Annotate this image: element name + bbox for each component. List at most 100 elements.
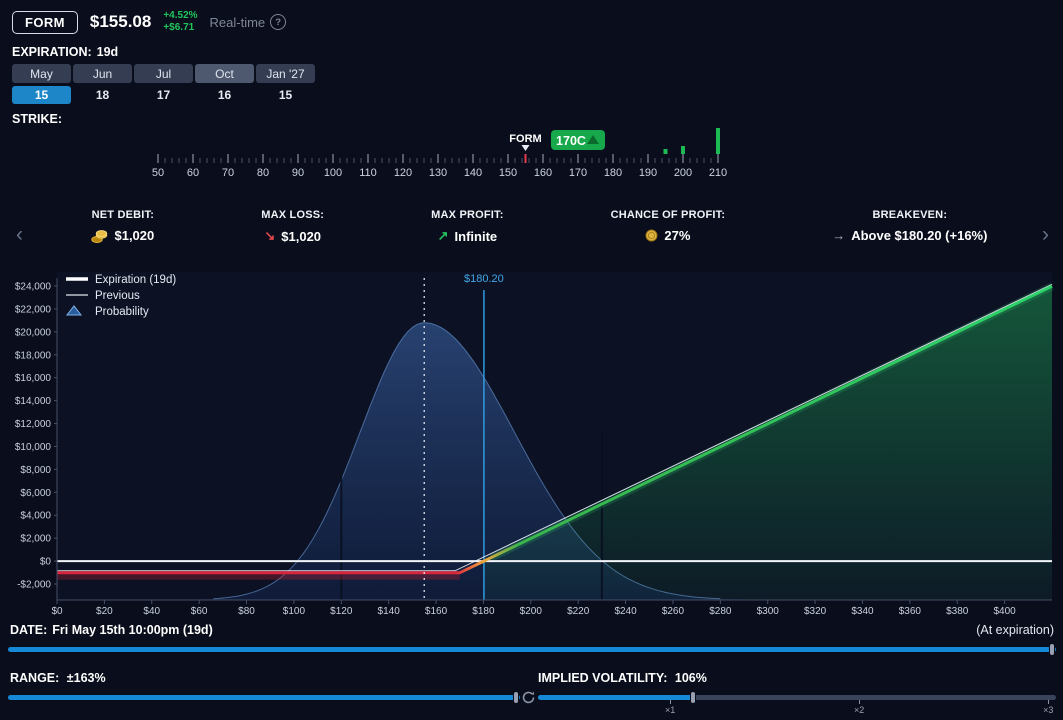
svg-text:$16,000: $16,000: [15, 373, 52, 384]
svg-text:200: 200: [674, 167, 692, 179]
svg-text:50: 50: [152, 167, 164, 179]
svg-text:$2,000: $2,000: [20, 534, 51, 545]
date-text: DATE: Fri May 15th 10:00pm (19d): [10, 623, 213, 637]
day-cell-jun-18[interactable]: 18: [95, 88, 110, 102]
at-expiration-label: (At expiration): [976, 623, 1054, 637]
payoff-chart[interactable]: $180.20 $24,000 $22,000 $20,000 $18,000 $16,0…: [0, 266, 1063, 622]
ruler-ticks: [157, 154, 719, 163]
stat-value: 27%: [664, 228, 691, 243]
svg-text:$240: $240: [614, 606, 637, 617]
day-cell-oct-16[interactable]: 16: [217, 88, 232, 102]
month-tab-oct[interactable]: Oct: [195, 64, 254, 83]
svg-text:160: 160: [534, 167, 552, 179]
stat-value-row: $1,020: [91, 228, 154, 243]
svg-text:FORM: FORM: [509, 133, 541, 145]
ticker-button[interactable]: FORM: [12, 10, 78, 34]
iv-tick-3: [1048, 700, 1050, 704]
implied-volatility-label: IMPLIED VOLATILITY: 106%: [538, 671, 707, 685]
svg-text:190: 190: [639, 167, 657, 179]
svg-text:$320: $320: [804, 606, 827, 617]
svg-text:$0: $0: [40, 557, 52, 568]
svg-text:$380: $380: [946, 606, 969, 617]
date-slider[interactable]: [8, 643, 1056, 656]
svg-text:$80: $80: [238, 606, 255, 617]
stat-value: $1,020: [281, 228, 322, 244]
stat-value-row: → Above $180.20 (+16%): [832, 228, 987, 243]
day-cell-jan27-15[interactable]: 15: [278, 88, 293, 102]
change-percent: +4.52%: [163, 10, 198, 21]
svg-text:$20,000: $20,000: [15, 327, 52, 338]
iv-slider-handle[interactable]: [690, 691, 697, 704]
stat-value-row: ↘ $1,020: [261, 228, 324, 244]
range-label-text: RANGE:: [10, 671, 60, 685]
expiration-label: EXPIRATION:: [12, 45, 92, 59]
stats-next-chevron[interactable]: ›: [1042, 223, 1049, 246]
date-slider-handle[interactable]: [1049, 643, 1055, 656]
svg-text:$6,000: $6,000: [20, 488, 51, 499]
stat-label: NET DEBIT:: [91, 209, 155, 221]
iv-label-text: IMPLIED VOLATILITY:: [538, 671, 668, 685]
range-value: ±163%: [66, 671, 106, 685]
coins-icon: [91, 229, 108, 243]
realtime-indicator: Real-time ?: [210, 14, 287, 30]
stat-value-row: ↗ Infinite: [431, 228, 503, 244]
previous-line: [57, 283, 1053, 572]
chart-legend: Expiration (19d) Previous Probability: [65, 274, 176, 318]
svg-text:70: 70: [222, 167, 234, 179]
svg-text:$120: $120: [330, 606, 353, 617]
stat-label: MAX LOSS:: [261, 209, 325, 221]
svg-text:Expiration (19d): Expiration (19d): [95, 274, 176, 286]
svg-text:110: 110: [359, 167, 377, 179]
svg-text:$340: $340: [851, 606, 874, 617]
svg-text:170C: 170C: [556, 134, 586, 148]
strike-volume-bars: [663, 128, 720, 154]
iv-slider-fill: [538, 695, 694, 700]
iv-slider[interactable]: ×1 ×2 ×3: [538, 691, 1056, 715]
stat-max-profit: MAX PROFIT: ↗ Infinite: [431, 209, 503, 244]
svg-text:Probability: Probability: [95, 306, 149, 318]
svg-text:120: 120: [394, 167, 412, 179]
svg-text:$160: $160: [425, 606, 448, 617]
svg-text:$4,000: $4,000: [20, 511, 51, 522]
help-icon[interactable]: ?: [270, 14, 287, 30]
svg-text:$360: $360: [899, 606, 922, 617]
strike-badge[interactable]: 170C: [551, 130, 605, 150]
day-cell-jul-17[interactable]: 17: [156, 88, 171, 102]
month-tab-jun[interactable]: Jun: [73, 64, 132, 83]
range-label: RANGE: ±163%: [10, 671, 106, 685]
stat-value: Above $180.20 (+16%): [851, 228, 988, 243]
profit-arrow-icon: ↗: [437, 228, 449, 243]
svg-text:$12,000: $12,000: [15, 419, 52, 430]
svg-text:$100: $100: [283, 606, 306, 617]
stats-prev-chevron[interactable]: ‹: [16, 223, 23, 246]
svg-text:130: 130: [429, 167, 447, 179]
month-tabs: May Jun Jul Oct Jan '27: [12, 64, 315, 83]
stat-label: CHANCE OF PROFIT:: [610, 209, 726, 221]
stat-chance-of-profit: CHANCE OF PROFIT: 27%: [611, 209, 726, 244]
svg-text:$300: $300: [757, 606, 780, 617]
day-cell-may-15[interactable]: 15: [12, 86, 71, 104]
svg-text:$40: $40: [143, 606, 160, 617]
x-axis-labels: $0 $20 $40 $60 $80 $100 $120 $140 $160 $180 $200 $2…: [51, 600, 1016, 617]
svg-text:$18,000: $18,000: [15, 350, 52, 361]
svg-text:210: 210: [709, 167, 727, 179]
reset-volatility-icon[interactable]: [521, 690, 536, 710]
range-slider[interactable]: [8, 691, 520, 704]
iv-tick-1: [670, 700, 672, 704]
svg-text:100: 100: [324, 167, 342, 179]
date-row: DATE: Fri May 15th 10:00pm (19d) (At expi…: [10, 623, 1054, 637]
current-price-marker: FORM: [509, 133, 542, 163]
month-tab-may[interactable]: May: [12, 64, 71, 83]
change-amount: +$6.71: [163, 22, 195, 33]
iv-tick-label-1: ×1: [664, 705, 676, 715]
month-tab-jul[interactable]: Jul: [134, 64, 193, 83]
svg-text:-$2,000: -$2,000: [17, 580, 51, 591]
stat-value: Infinite: [454, 228, 498, 244]
range-slider-handle[interactable]: [513, 691, 519, 704]
svg-text:140: 140: [464, 167, 482, 179]
expiration-payoff-line: [57, 284, 1053, 575]
header: FORM $155.08 +4.52% +$6.71 Real-time ?: [12, 10, 287, 34]
price-change: +4.52% +$6.71: [163, 10, 197, 34]
strike-ruler[interactable]: 50 60 70 80 90 100 110 120 130 140 150 160 170 180 190…: [0, 128, 1063, 194]
month-tab-jan27[interactable]: Jan '27: [256, 64, 315, 83]
